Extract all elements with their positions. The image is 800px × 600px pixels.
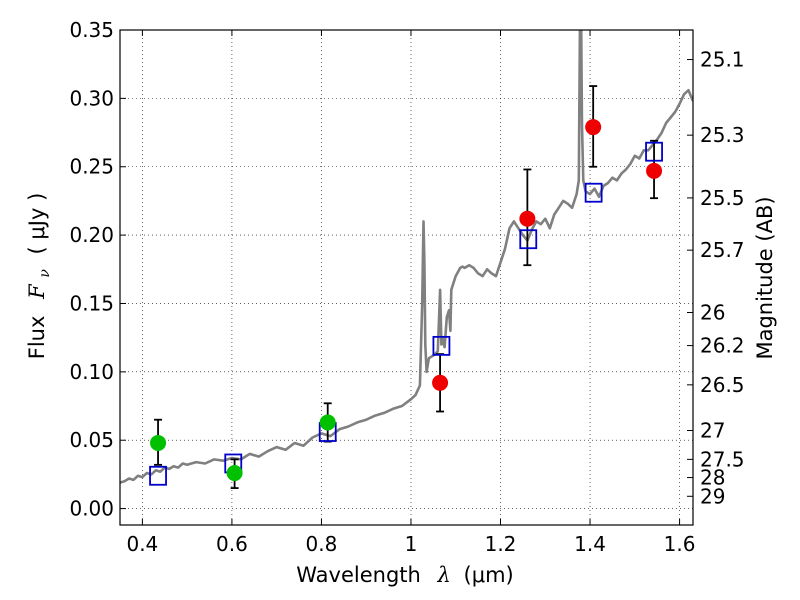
x-tick-label: 0.8 [306, 532, 338, 556]
y-tick-label: 0.35 [69, 18, 114, 42]
y2-tick-label: 27 [700, 419, 725, 443]
y-axis-label: Flux F ν ( μJy ) [25, 193, 54, 360]
x-tick-label: 1.2 [485, 532, 517, 556]
y-tick-label: 0.15 [69, 291, 114, 315]
observed-point [319, 414, 336, 431]
x-axis-label-text: Wavelength [296, 563, 421, 587]
y-axis-symbol: F [25, 283, 49, 300]
y-tick-label: 0.30 [69, 86, 114, 110]
y-tick-label: 0.20 [69, 223, 114, 247]
y2-axis-label: Magnitude (AB) [753, 196, 777, 359]
x-axis-symbol: λ [437, 563, 451, 587]
y-axis-unit: ( μJy ) [25, 193, 49, 255]
y2-tick-label: 25.1 [700, 48, 745, 72]
x-tick-label: 1.4 [574, 532, 606, 556]
model-photometry-square [432, 335, 451, 356]
x-tick-label: 1 [405, 532, 418, 556]
y-tick-label: 0.25 [69, 155, 114, 179]
y2-tick-label: 25.5 [700, 186, 745, 210]
plot-frame [119, 29, 694, 526]
model-photometry-square [584, 182, 603, 203]
y2-tick-label: 26.2 [700, 334, 745, 358]
model-photometry-square [149, 465, 167, 486]
y-tick-label: 0.05 [69, 428, 114, 452]
spectrum-line [120, 30, 693, 484]
y2-tick-label: 25.7 [700, 238, 745, 262]
model-photometry-square [519, 229, 538, 250]
grid [120, 29, 693, 525]
x-axis-unit: (μm) [464, 563, 514, 587]
ticks: 0.4 0.6 0.8 1 1.2 1.4 1.6 0.00 0.05 0.10 0.15 0.20 0… [69, 18, 744, 556]
x-tick-label: 1.6 [664, 532, 696, 556]
markers [149, 119, 663, 486]
y2-tick-label: 26.5 [700, 373, 745, 397]
y2-tick-label: 26 [700, 301, 725, 325]
y2-tick-label: 29 [700, 484, 725, 508]
x-axis-label: Wavelength λ (μm) [296, 563, 513, 587]
observed-point [226, 465, 243, 482]
observed-point [585, 119, 602, 136]
observed-point [432, 374, 449, 391]
observed-point [646, 162, 663, 179]
x-tick-label: 0.6 [216, 532, 248, 556]
observed-point [150, 434, 167, 451]
y2-tick-label: 28 [700, 466, 725, 490]
y-tick-label: 0.00 [69, 497, 114, 521]
spectrum-layer [120, 30, 693, 484]
y2-tick-label: 25.3 [700, 123, 745, 147]
y2-tick-label: 27.5 [700, 447, 745, 471]
x-tick-label: 0.4 [126, 532, 158, 556]
y-axis-label-text: Flux [25, 316, 49, 360]
y-axis-subscript: ν [37, 269, 53, 278]
model-photometry-square [645, 141, 663, 162]
y-tick-label: 0.10 [69, 360, 114, 384]
observed-point [519, 210, 536, 227]
